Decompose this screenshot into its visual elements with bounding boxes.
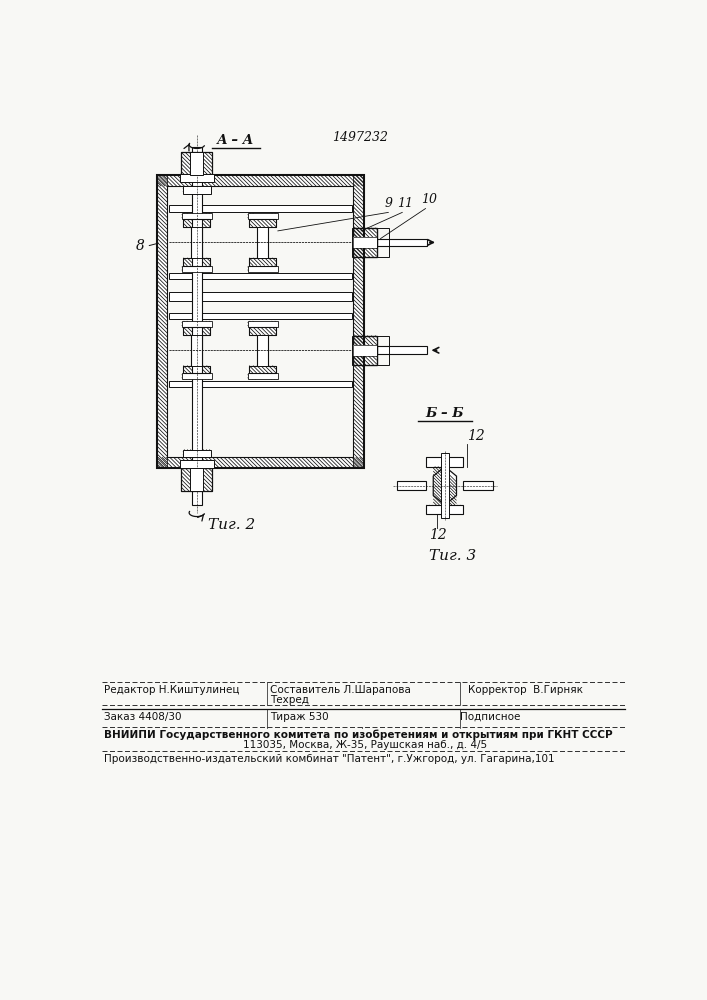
Bar [169, 205, 352, 212]
Bar [182, 373, 212, 379]
Bar [354, 228, 377, 257]
Bar [156, 457, 364, 468]
Bar [257, 335, 268, 366]
Bar [169, 381, 352, 387]
Text: Производственно-издательский комбинат "Патент", г.Ужгород, ул. Гагарина,101: Производственно-издательский комбинат "П… [104, 754, 554, 764]
Text: 8: 8 [135, 239, 144, 253]
Text: 12: 12 [467, 429, 485, 443]
Bar [354, 336, 377, 365]
Bar [183, 366, 211, 373]
Bar [192, 147, 202, 505]
Bar [183, 258, 211, 266]
Bar [190, 152, 204, 175]
Bar [354, 345, 377, 356]
Bar [352, 228, 389, 257]
Text: Техред: Техред [271, 695, 310, 705]
Text: Редактор Н.Киштулинец: Редактор Н.Киштулинец [104, 685, 240, 695]
Text: 1497232: 1497232 [332, 131, 387, 144]
Bar [354, 237, 377, 248]
Bar [156, 175, 168, 468]
Bar [249, 258, 276, 266]
Bar [190, 468, 204, 491]
Bar [168, 186, 354, 457]
Bar [182, 468, 212, 491]
Bar [249, 327, 276, 335]
Bar [247, 266, 278, 272]
Bar [247, 213, 278, 219]
Bar [377, 346, 427, 354]
Bar [192, 335, 202, 366]
Text: Тираж 530: Тираж 530 [271, 712, 329, 722]
Text: 113035, Москва, Ж-35, Раушская наб., д. 4/5: 113035, Москва, Ж-35, Раушская наб., д. … [243, 740, 488, 750]
Bar [182, 152, 212, 175]
Bar [183, 327, 211, 335]
Text: ВНИИПИ Государственного комитета по изобретениям и открытиям при ГКНТ СССР: ВНИИПИ Государственного комитета по изоб… [104, 730, 612, 740]
Bar [156, 175, 364, 186]
Bar [354, 228, 377, 257]
Bar [180, 460, 214, 468]
Text: Б – Б: Б – Б [426, 407, 464, 420]
Bar [354, 345, 377, 356]
Bar [180, 174, 214, 182]
Text: Τиг. 2: Τиг. 2 [208, 518, 255, 532]
Bar [426, 505, 464, 514]
Bar [169, 313, 352, 319]
Text: Заказ 4408/30: Заказ 4408/30 [104, 712, 182, 722]
Bar [354, 336, 377, 365]
Bar [441, 453, 449, 518]
Bar [183, 450, 211, 457]
Bar [249, 219, 276, 227]
Bar [183, 186, 211, 194]
Bar [377, 239, 427, 246]
Bar [249, 366, 276, 373]
Bar [156, 175, 364, 468]
Bar [182, 213, 212, 219]
Text: 9: 9 [385, 197, 392, 210]
Bar [182, 266, 212, 272]
Bar [182, 321, 212, 327]
Bar [182, 468, 212, 491]
Bar [354, 237, 377, 248]
Bar [354, 175, 364, 468]
Text: Подписное: Подписное [460, 712, 521, 722]
Bar [169, 292, 352, 301]
Bar [183, 219, 211, 227]
Bar [192, 227, 202, 258]
Text: Составитель Л.Шарапова: Составитель Л.Шарапова [271, 685, 411, 695]
Bar [247, 321, 278, 327]
Text: 12: 12 [429, 528, 447, 542]
Text: Τиг. 3: Τиг. 3 [429, 549, 477, 563]
Bar [464, 481, 493, 490]
Polygon shape [433, 466, 457, 505]
Bar [182, 152, 212, 175]
Bar [257, 227, 268, 258]
Text: 10: 10 [421, 193, 437, 206]
Text: 11: 11 [397, 197, 414, 210]
Text: А – А: А – А [217, 134, 255, 147]
Bar [352, 336, 389, 365]
Text: Корректор  В.Гирняк: Корректор В.Гирняк [468, 685, 583, 695]
Bar [169, 273, 352, 279]
Bar [426, 457, 464, 466]
Bar [247, 373, 278, 379]
Bar [397, 481, 426, 490]
